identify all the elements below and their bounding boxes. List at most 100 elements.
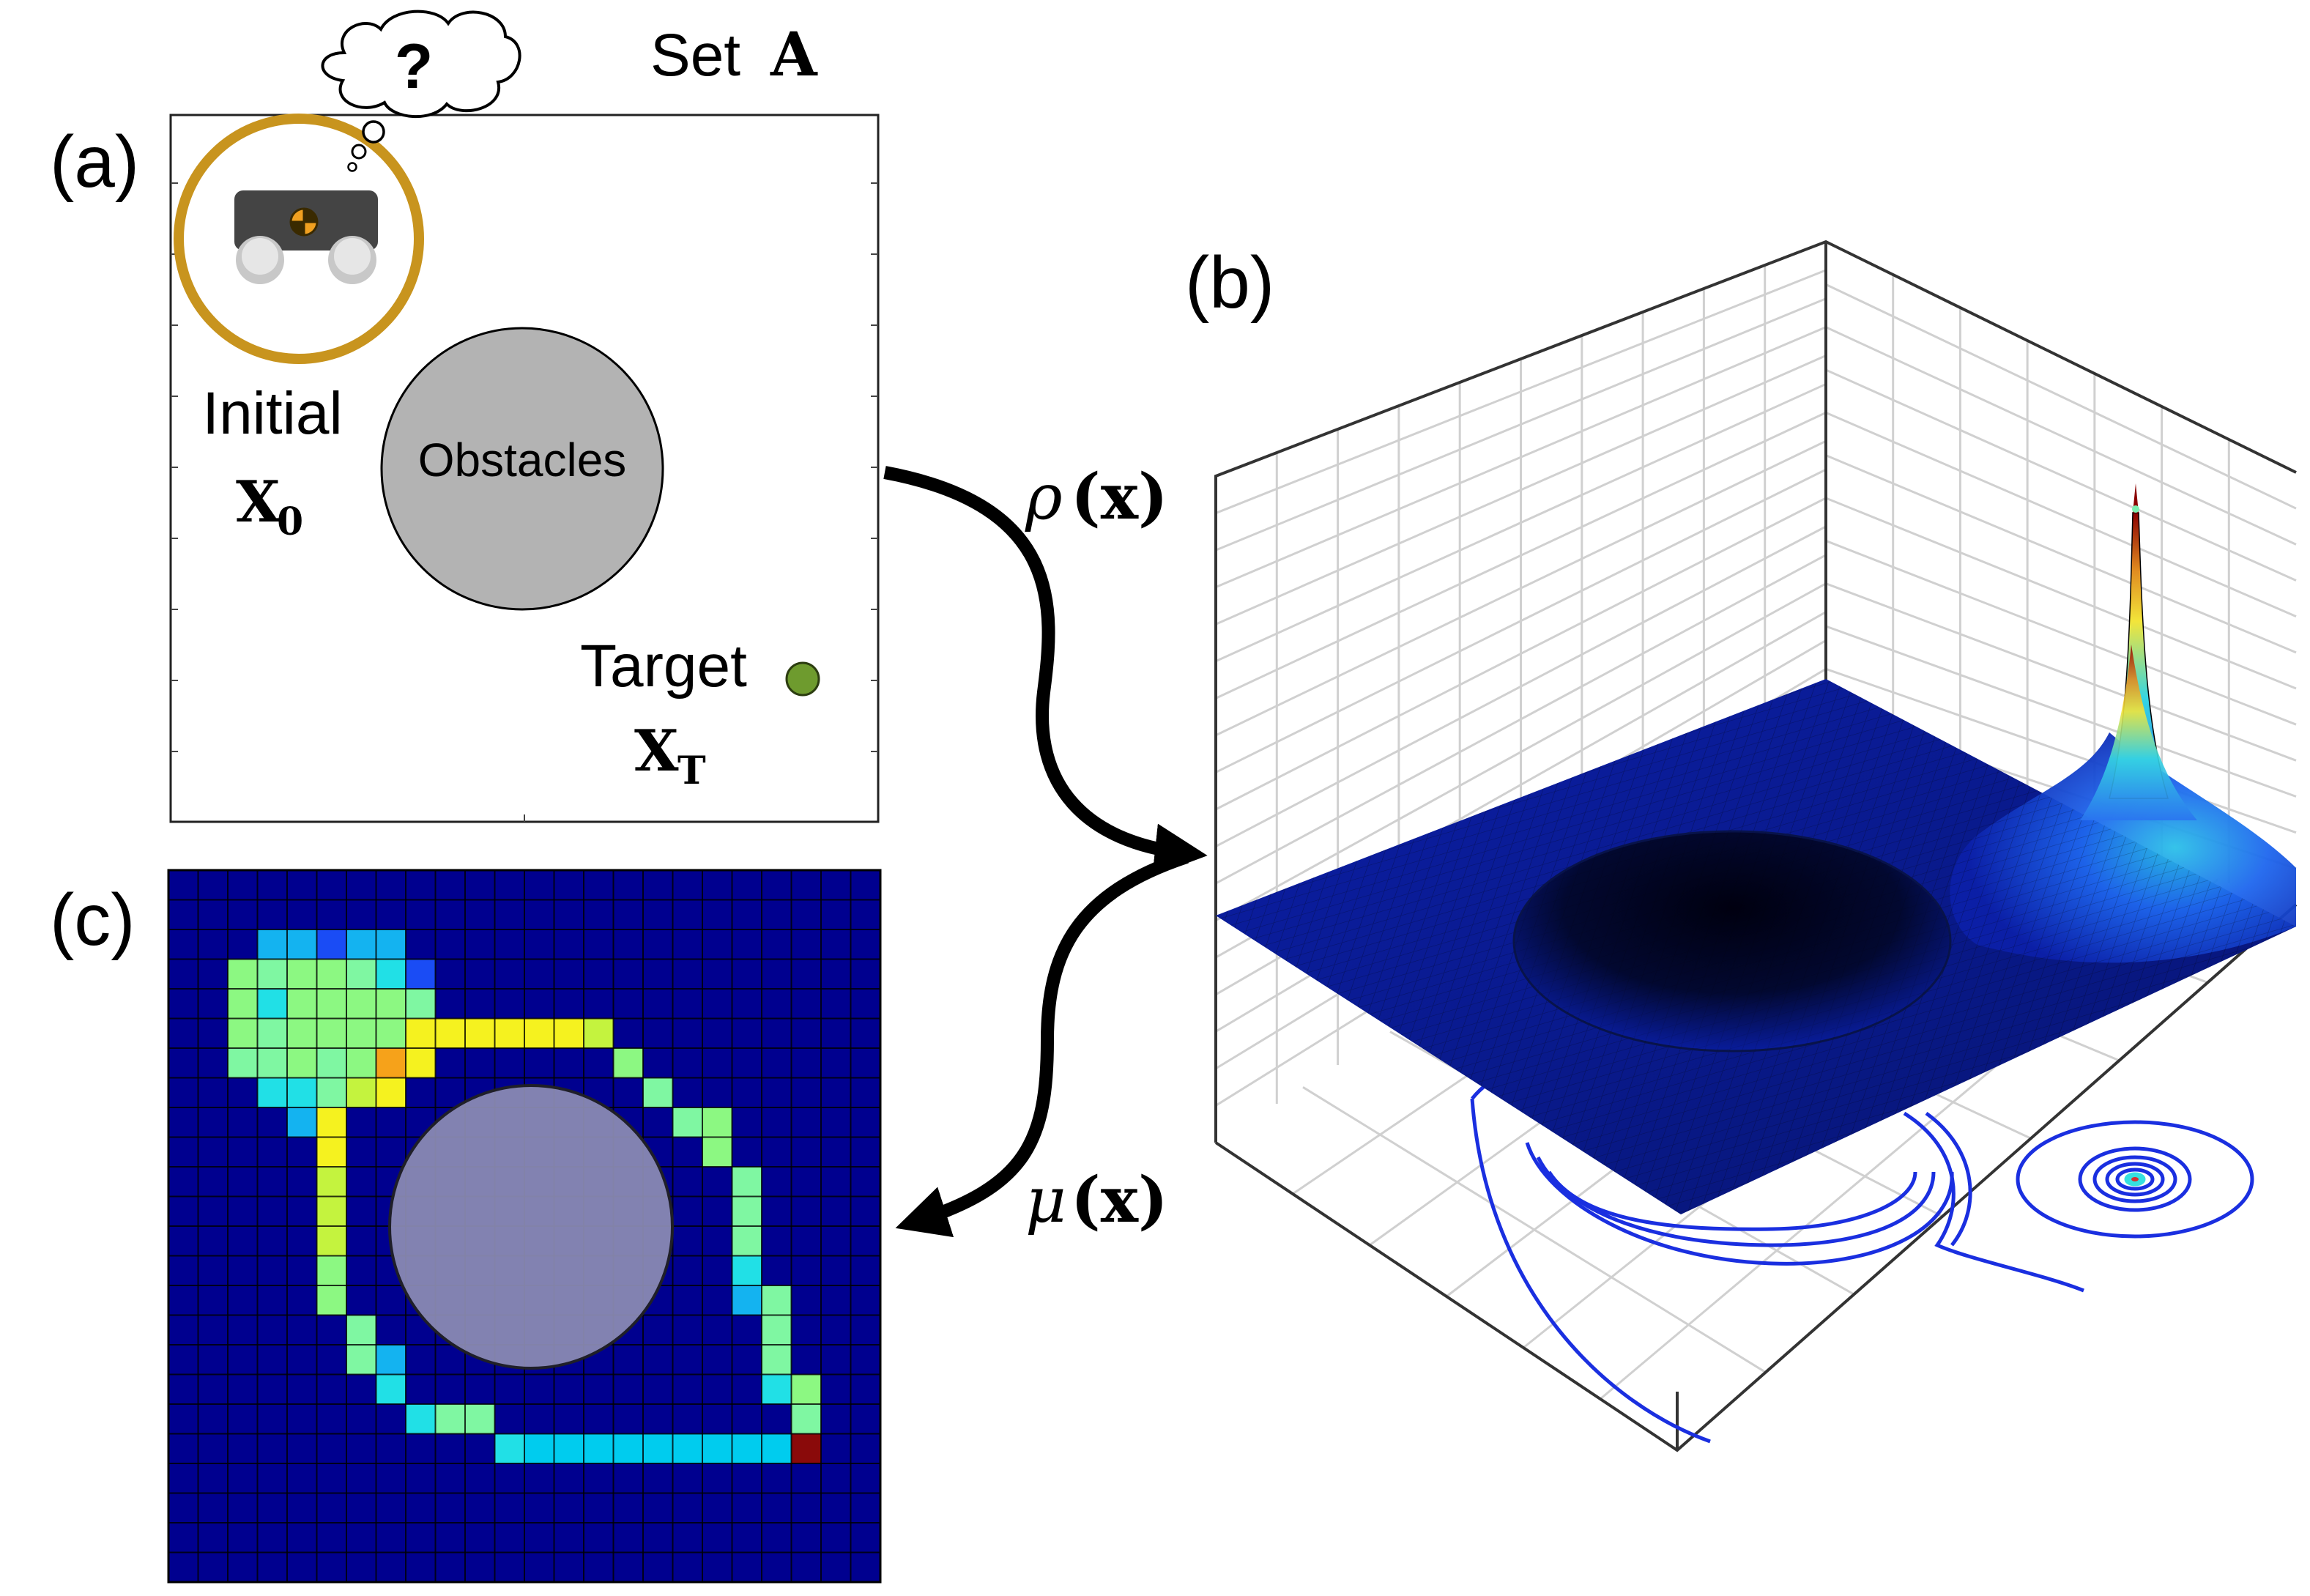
grid-cell [257, 929, 287, 960]
grid-cell [346, 959, 376, 989]
obstacle-label: Obstacles [418, 434, 627, 486]
grid-cell [732, 1285, 762, 1315]
grid-cell [257, 1018, 287, 1048]
plot-grid-line [1825, 497, 2297, 690]
plot-grid-line [1825, 368, 2297, 582]
thought-cloud-icon: ? [321, 10, 521, 172]
grid-cell [346, 929, 376, 960]
grid-cell [376, 1077, 406, 1107]
grid-cell [376, 1018, 406, 1048]
initial-region-ring [174, 114, 424, 364]
plot-grid-line [1825, 326, 2297, 546]
mu-arg: (x) [1071, 1163, 1168, 1237]
grid-cell [406, 989, 436, 1019]
grid-cell [406, 1018, 436, 1048]
grid-cell [406, 1404, 436, 1434]
grid-cell [287, 1077, 317, 1107]
plot-grid-line [1825, 411, 2297, 618]
plot-grid-line [1215, 468, 1827, 773]
grid-cell [316, 1226, 346, 1256]
initial-subscript: 0 [277, 500, 303, 544]
grid-cell [406, 959, 436, 989]
grid-cell [791, 1404, 821, 1434]
grid-cell [791, 1374, 821, 1404]
grid-cell [524, 1018, 554, 1048]
grid-cell [732, 1167, 762, 1197]
grid-cell [346, 1077, 376, 1107]
plot-grid-line [1825, 582, 2297, 762]
grid-cell [554, 1018, 584, 1048]
grid-cell [346, 1345, 376, 1375]
grid-cell [228, 1018, 258, 1048]
panel-c-label: (c) [50, 879, 135, 961]
set-title: Set [650, 22, 740, 89]
grid-cell [316, 1018, 346, 1048]
panel-b-label: (b) [1185, 242, 1274, 324]
grid-cell [316, 1196, 346, 1226]
grid-cell [228, 1048, 258, 1078]
grid-cell [287, 959, 317, 989]
grid-cell [762, 1285, 792, 1315]
grid-cell [554, 1433, 584, 1463]
grid-cell [494, 1433, 524, 1463]
initial-label: Initial [202, 380, 342, 447]
target-subscript: T [677, 749, 706, 793]
grid-cell [376, 989, 406, 1019]
grid-cell [435, 1404, 465, 1434]
plot-grid-line [1215, 582, 1827, 921]
grid-cell [346, 1018, 376, 1048]
plot-grid-line [1215, 554, 1827, 885]
grid-cell [791, 1433, 821, 1463]
floor-contours [1470, 1058, 2254, 1444]
grid-cell [287, 1048, 317, 1078]
plot-grid-line [1215, 355, 1827, 626]
grid-cell [732, 1255, 762, 1285]
grid-cell [316, 959, 346, 989]
grid-cell [376, 929, 406, 960]
panel-a: (a) Set A ? Obstacles [50, 10, 880, 823]
panel-c-obstacle [388, 1084, 674, 1370]
grid-cell [316, 1167, 346, 1197]
grid-cell [287, 989, 317, 1019]
panel-b: (b) [1185, 240, 2298, 1452]
grid-cell [346, 1048, 376, 1078]
thought-question-mark: ? [395, 31, 434, 102]
grid-cell [287, 1107, 317, 1137]
grid-cell [435, 1018, 465, 1048]
plot-grid-line [1215, 297, 1827, 552]
plot-grid-line [1215, 383, 1827, 663]
target-symbol: X [634, 718, 679, 784]
grid-cell [376, 1048, 406, 1078]
grid-cell [494, 1018, 524, 1048]
grid-cell [702, 1137, 732, 1167]
grid-cell [376, 1345, 406, 1375]
grid-cell [762, 1315, 792, 1345]
grid-cell [376, 1374, 406, 1404]
rho-symbol: ρ [1025, 461, 1063, 534]
grid-cell [316, 1285, 346, 1315]
arrow-b-to-c [895, 850, 1189, 1238]
grid-cell [702, 1107, 732, 1137]
obstacle-circle [380, 327, 664, 611]
grid-cell [346, 989, 376, 1019]
occupancy-cells [228, 929, 821, 1463]
target-label: Target [580, 633, 747, 699]
grid-cell [584, 1018, 614, 1048]
grid-cell [406, 1048, 436, 1078]
grid-cell [465, 1018, 495, 1048]
grid-cell [316, 1048, 346, 1078]
initial-symbol: X [236, 469, 281, 535]
panel-c: (c) [50, 869, 882, 1584]
plot-grid-line [1825, 667, 2297, 834]
grid-cell [672, 1107, 702, 1137]
grid-cell [524, 1433, 554, 1463]
grid-cell [376, 959, 406, 989]
grid-cell [257, 959, 287, 989]
rho-arg: (x) [1071, 460, 1168, 534]
plot-grid-line [1825, 283, 2297, 510]
grid-cell [228, 959, 258, 989]
grid-cell [257, 1077, 287, 1107]
grid-cell [643, 1433, 673, 1463]
grid-cell [465, 1404, 495, 1434]
